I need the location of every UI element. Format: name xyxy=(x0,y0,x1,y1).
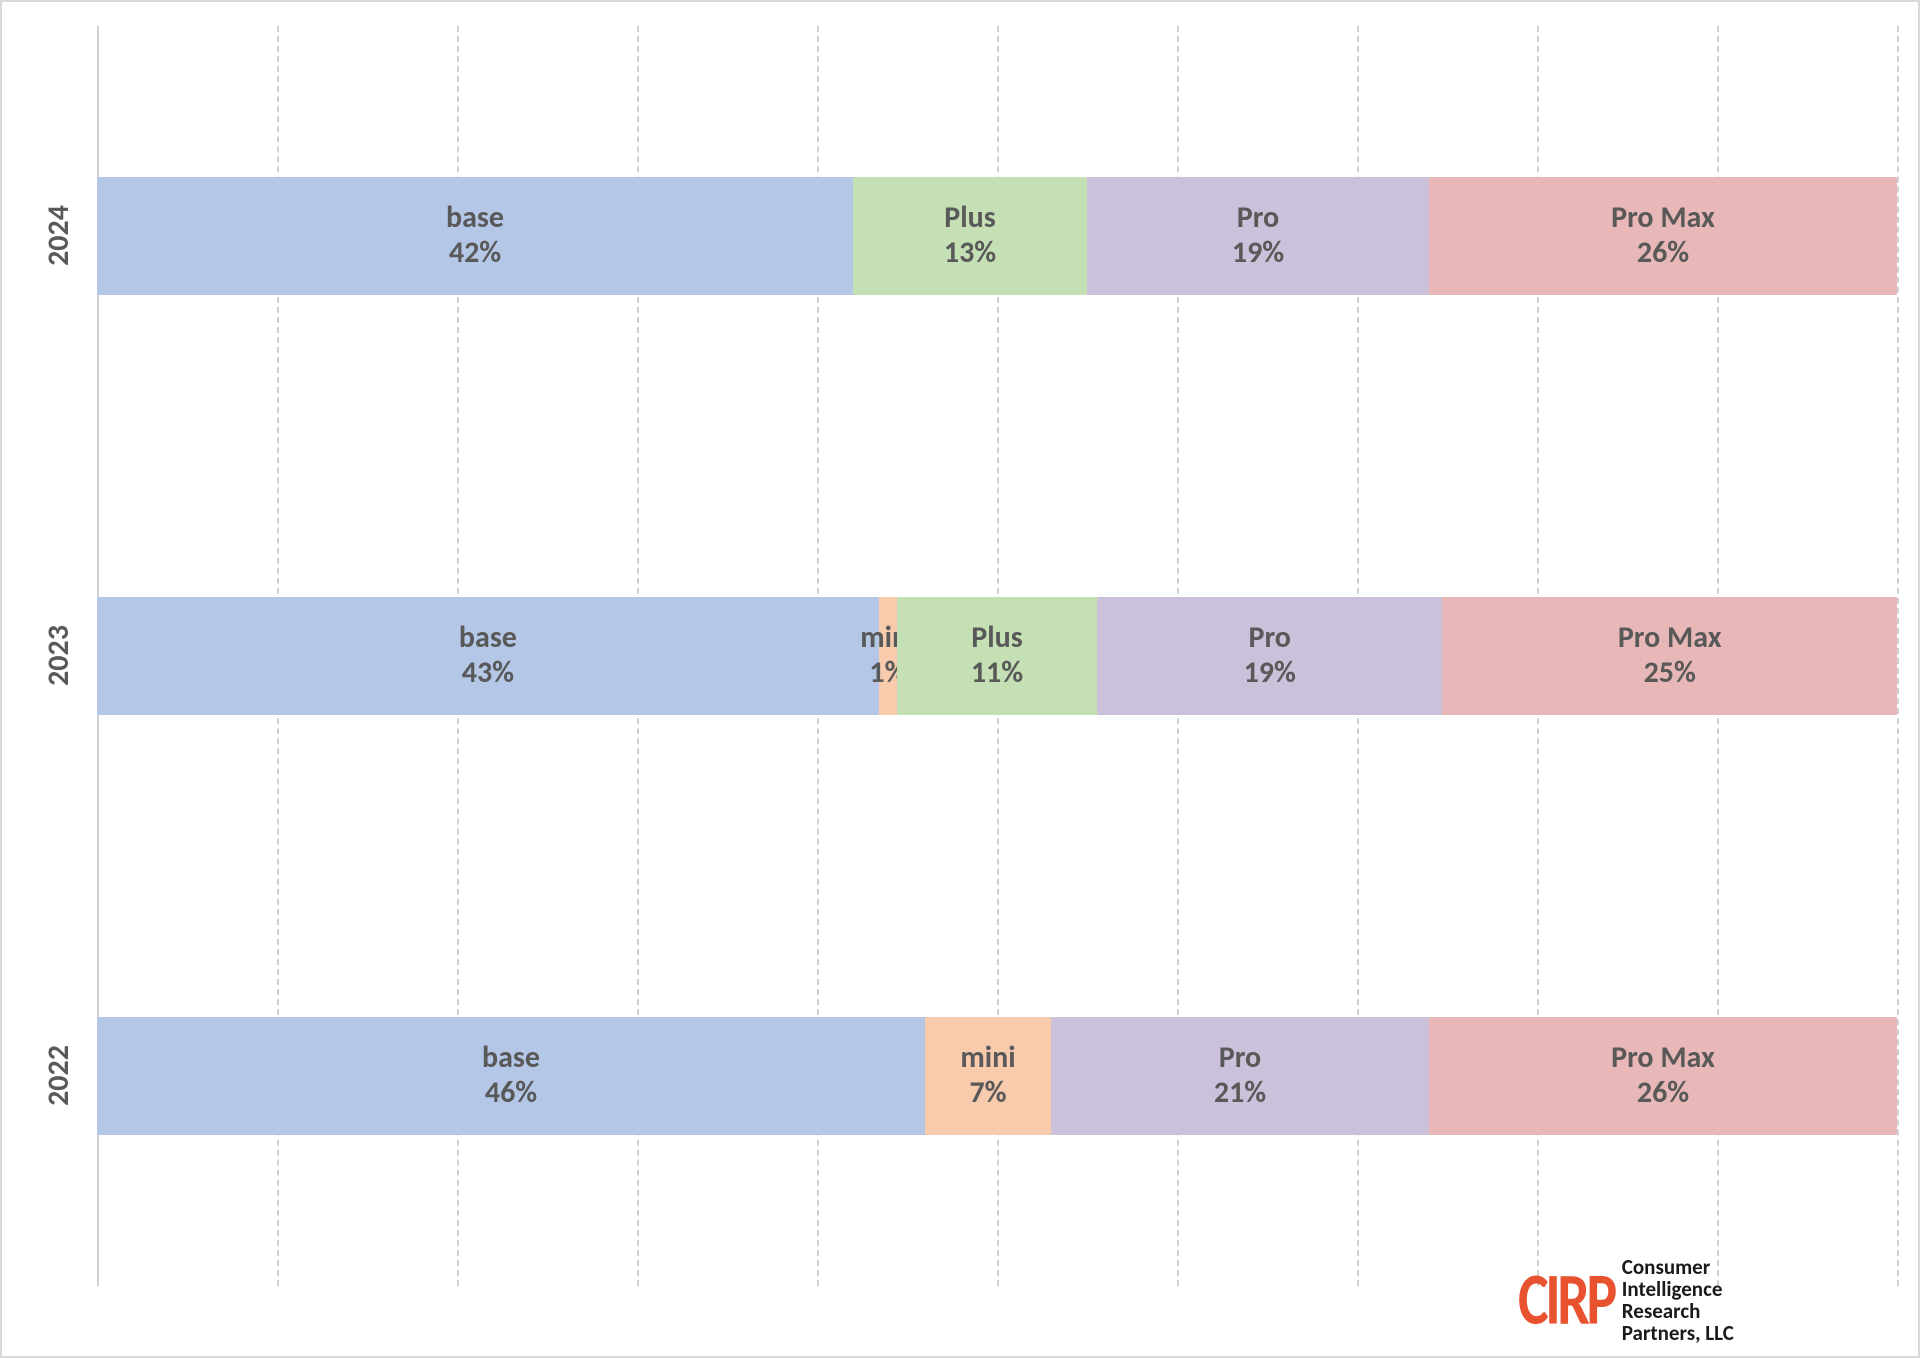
segment-value: 7% xyxy=(969,1076,1006,1111)
segment-value: 42% xyxy=(449,236,501,271)
segment-value: 11% xyxy=(971,656,1023,691)
bar-segment: Pro Max26% xyxy=(1429,177,1897,295)
logo-caption-line: Consumer xyxy=(1622,1256,1734,1278)
segment-name: Plus xyxy=(944,201,995,236)
segment-name: base xyxy=(446,201,504,236)
segment-name: Plus xyxy=(971,621,1022,656)
logo-caption: ConsumerIntelligenceResearchPartners, LL… xyxy=(1622,1256,1734,1344)
y-axis-label: 2024 xyxy=(30,177,86,295)
segment-name: Pro Max xyxy=(1618,621,1722,656)
logo-caption-line: Partners, LLC xyxy=(1622,1322,1734,1344)
bar-segment: base42% xyxy=(97,177,853,295)
segment-value: 13% xyxy=(944,236,996,271)
bar-segment: Plus11% xyxy=(897,597,1097,715)
segment-value: 19% xyxy=(1244,656,1296,691)
segment-value: 19% xyxy=(1232,236,1284,271)
plot-area: base42%Plus13%Pro19%Pro Max26%base43%min… xyxy=(97,26,1897,1286)
segment-value: 43% xyxy=(462,656,514,691)
segment-name: Pro xyxy=(1219,1041,1261,1076)
bar-segment: mini7% xyxy=(925,1017,1051,1135)
segment-name: Pro xyxy=(1249,621,1291,656)
bar-segment: Pro19% xyxy=(1097,597,1442,715)
bar-segment: Pro Max26% xyxy=(1429,1017,1897,1135)
bar-row: base43%mini1%Plus11%Pro19%Pro Max25% xyxy=(97,597,1897,715)
segment-value: 46% xyxy=(485,1076,537,1111)
bar-segment: Pro21% xyxy=(1051,1017,1429,1135)
bar-segment: base43% xyxy=(97,597,879,715)
segment-value: 25% xyxy=(1644,656,1696,691)
bar-row: base46%mini7%Pro21%Pro Max26% xyxy=(97,1017,1897,1135)
segment-name: Pro Max xyxy=(1611,1041,1715,1076)
segment-value: 26% xyxy=(1637,1076,1689,1111)
segment-name: Pro xyxy=(1237,201,1279,236)
bar-segment: mini1% xyxy=(879,597,897,715)
logo-caption-line: Intelligence xyxy=(1622,1278,1734,1300)
brand-logo: CIRP ConsumerIntelligenceResearchPartner… xyxy=(1518,1256,1898,1344)
segment-value: 26% xyxy=(1637,236,1689,271)
bar-row: base42%Plus13%Pro19%Pro Max26% xyxy=(97,177,1897,295)
segment-name: base xyxy=(482,1041,540,1076)
chart-frame: base42%Plus13%Pro19%Pro Max26%base43%min… xyxy=(0,0,1920,1358)
y-axis-label: 2023 xyxy=(30,597,86,715)
segment-name: base xyxy=(459,621,517,656)
segment-name: mini xyxy=(960,1041,1015,1076)
gridline xyxy=(1897,26,1899,1286)
bar-segment: Pro19% xyxy=(1087,177,1429,295)
segment-name: Pro Max xyxy=(1611,201,1715,236)
logo-mark: CIRP xyxy=(1518,1267,1614,1332)
bar-segment: base46% xyxy=(97,1017,925,1135)
bar-segment: Pro Max25% xyxy=(1442,597,1897,715)
logo-caption-line: Research xyxy=(1622,1300,1734,1322)
segment-value: 21% xyxy=(1214,1076,1266,1111)
y-axis-label: 2022 xyxy=(30,1017,86,1135)
bar-segment: Plus13% xyxy=(853,177,1087,295)
